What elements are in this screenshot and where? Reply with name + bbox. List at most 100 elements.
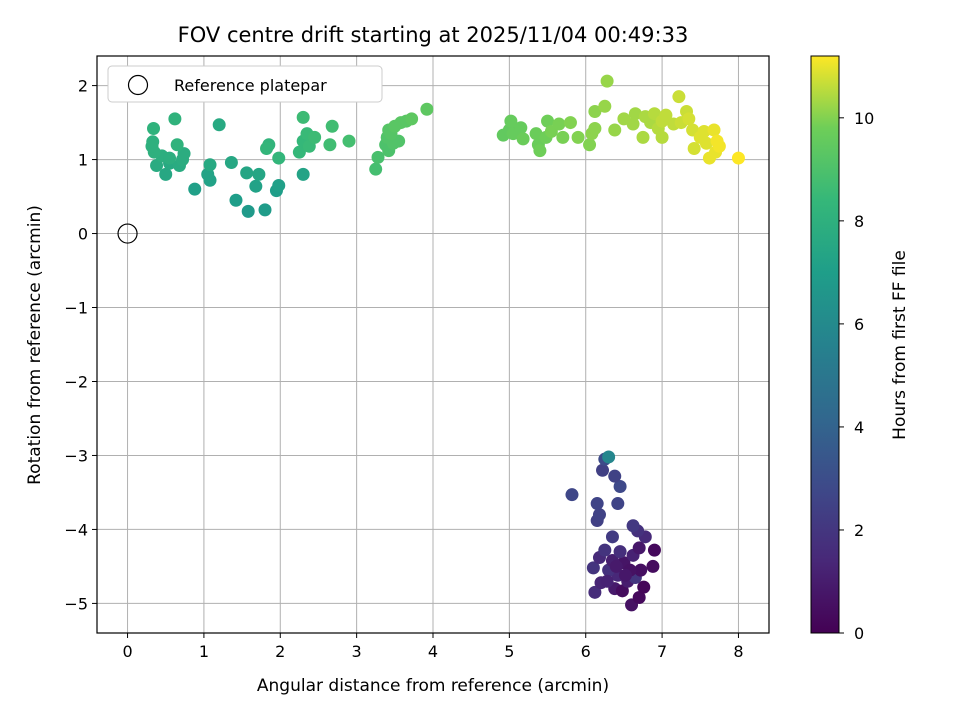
data-point bbox=[731, 151, 745, 165]
x-tick-label: 5 bbox=[504, 642, 514, 661]
data-point bbox=[598, 99, 612, 113]
data-point bbox=[308, 130, 322, 144]
x-axis-label: Angular distance from reference (arcmin) bbox=[257, 676, 609, 696]
data-point bbox=[188, 182, 202, 196]
data-point bbox=[712, 139, 726, 153]
data-point bbox=[529, 127, 543, 141]
legend-entry-label: Reference platepar bbox=[174, 76, 327, 95]
colorbar-tick-label: 6 bbox=[854, 315, 864, 334]
y-tick-label: −1 bbox=[64, 299, 88, 318]
data-point bbox=[586, 561, 600, 575]
data-point bbox=[342, 134, 356, 148]
data-point bbox=[632, 541, 646, 555]
data-point bbox=[598, 543, 612, 557]
data-point bbox=[323, 138, 337, 152]
data-point bbox=[541, 114, 555, 128]
data-point bbox=[296, 110, 310, 124]
legend: Reference platepar bbox=[107, 65, 383, 103]
axis-ticks: 0 1 2 3 4 5 6 7 8 −5 −4 −3 −2 −1 0 1 2 bbox=[64, 77, 743, 661]
data-point bbox=[168, 112, 182, 126]
data-point bbox=[420, 102, 434, 116]
data-point bbox=[563, 116, 577, 130]
data-point bbox=[615, 584, 629, 598]
data-point bbox=[672, 90, 686, 104]
data-point bbox=[590, 497, 604, 511]
data-point bbox=[646, 559, 660, 573]
data-point bbox=[634, 563, 648, 577]
data-point bbox=[682, 112, 696, 126]
data-point bbox=[371, 150, 385, 164]
colorbar-tick-label: 10 bbox=[854, 109, 874, 128]
data-point bbox=[697, 124, 711, 138]
colorbar-tick-label: 4 bbox=[854, 418, 864, 437]
data-point bbox=[272, 178, 286, 192]
data-point bbox=[224, 156, 238, 170]
data-point bbox=[292, 145, 306, 159]
data-point bbox=[592, 508, 606, 522]
data-point bbox=[552, 117, 566, 131]
data-point bbox=[588, 121, 602, 135]
colorbar-tick-label: 0 bbox=[854, 624, 864, 643]
data-point bbox=[632, 590, 646, 604]
data-point bbox=[212, 118, 226, 132]
scatter-points bbox=[117, 74, 745, 612]
data-point bbox=[177, 147, 191, 161]
data-point bbox=[626, 519, 640, 533]
y-tick-label: 2 bbox=[78, 77, 88, 96]
data-point bbox=[533, 144, 547, 158]
y-tick-label: −5 bbox=[64, 594, 88, 613]
x-tick-label: 0 bbox=[122, 642, 132, 661]
data-point bbox=[260, 141, 274, 155]
colorbar-gradient bbox=[810, 55, 840, 634]
x-tick-label: 6 bbox=[581, 642, 591, 661]
data-point bbox=[571, 130, 585, 144]
y-axis-label: Rotation from reference (arcmin) bbox=[25, 205, 45, 485]
data-point bbox=[170, 138, 184, 152]
data-point bbox=[325, 119, 339, 133]
x-tick-label: 8 bbox=[733, 642, 743, 661]
data-point bbox=[699, 136, 713, 150]
data-point bbox=[588, 104, 602, 118]
colorbar-label: Hours from first FF file bbox=[890, 250, 910, 440]
data-point bbox=[588, 585, 602, 599]
data-point bbox=[159, 167, 173, 181]
data-point bbox=[605, 530, 619, 544]
x-tick-label: 4 bbox=[428, 642, 438, 661]
data-point bbox=[596, 463, 610, 477]
x-tick-label: 7 bbox=[657, 642, 667, 661]
data-point bbox=[600, 574, 614, 588]
data-point bbox=[626, 117, 640, 131]
data-point bbox=[252, 167, 266, 181]
data-point bbox=[240, 166, 254, 180]
data-point bbox=[150, 158, 164, 172]
data-point bbox=[147, 121, 161, 135]
y-tick-label: 0 bbox=[78, 225, 88, 244]
reference-marker bbox=[117, 223, 138, 244]
data-point bbox=[203, 158, 217, 172]
legend-box bbox=[107, 65, 383, 103]
data-point bbox=[655, 130, 669, 144]
data-point bbox=[687, 141, 701, 155]
data-point bbox=[602, 450, 616, 464]
data-point bbox=[613, 480, 627, 494]
data-point bbox=[613, 545, 627, 559]
colorbar-tick-label: 8 bbox=[854, 212, 864, 231]
y-tick-label: −4 bbox=[64, 520, 88, 539]
data-point bbox=[369, 162, 383, 176]
grid-lines bbox=[97, 56, 769, 633]
y-tick-label: −2 bbox=[64, 372, 88, 391]
data-point bbox=[249, 179, 263, 193]
x-tick-label: 3 bbox=[352, 642, 362, 661]
data-point bbox=[609, 559, 623, 573]
data-point bbox=[514, 121, 528, 135]
data-point bbox=[618, 568, 632, 582]
colorbar: 0 2 4 6 8 10 Hours from first FF file bbox=[810, 55, 910, 643]
data-point bbox=[637, 580, 651, 594]
data-point bbox=[241, 204, 255, 218]
data-point bbox=[608, 469, 622, 483]
data-point bbox=[258, 203, 272, 217]
data-point bbox=[565, 488, 579, 502]
y-tick-label: 1 bbox=[78, 151, 88, 170]
data-point bbox=[296, 167, 310, 181]
